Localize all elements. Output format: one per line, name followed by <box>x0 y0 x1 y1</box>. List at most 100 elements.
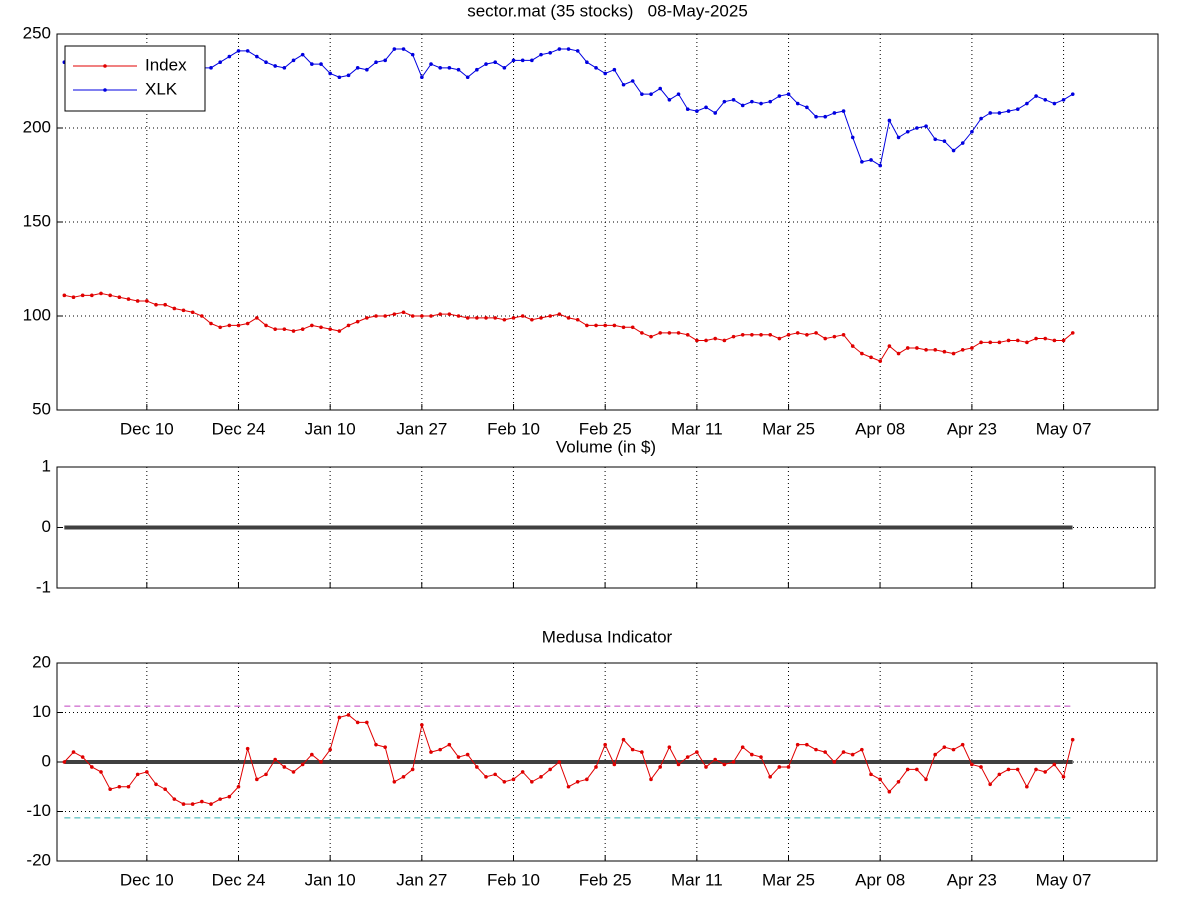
data-point <box>585 777 589 782</box>
data-point <box>310 752 314 757</box>
data-point <box>1034 767 1038 772</box>
data-point <box>832 334 837 339</box>
data-point <box>410 52 415 57</box>
y-tick-label: -20 <box>26 850 51 869</box>
data-point <box>511 777 516 782</box>
data-point <box>942 745 947 749</box>
x-tick-label: May 07 <box>1036 419 1092 438</box>
data-point <box>603 742 607 747</box>
data-point <box>594 66 598 70</box>
data-point <box>750 99 754 104</box>
data-point <box>759 101 763 106</box>
data-point <box>1052 101 1057 106</box>
data-point <box>1043 98 1048 102</box>
data-point <box>539 316 543 320</box>
data-point <box>328 327 332 331</box>
x-tick-label: Mar 11 <box>671 419 723 438</box>
data-point <box>924 777 928 782</box>
data-point <box>493 772 497 777</box>
data-point <box>704 338 708 343</box>
data-point <box>154 782 158 787</box>
data-point <box>924 124 928 128</box>
data-point <box>1006 767 1011 772</box>
data-point <box>209 66 213 70</box>
data-point <box>447 312 452 316</box>
data-point <box>979 116 983 121</box>
data-point <box>750 333 754 337</box>
data-point <box>860 351 864 356</box>
data-point <box>346 73 351 78</box>
data-point <box>236 323 241 328</box>
data-point <box>887 118 892 123</box>
data-point <box>80 755 85 759</box>
data-point <box>658 765 662 769</box>
data-point <box>355 319 360 324</box>
data-point <box>447 66 452 70</box>
chart-title: Medusa Indicator <box>542 627 673 646</box>
data-point <box>163 302 167 307</box>
data-point <box>1070 331 1075 335</box>
data-point <box>869 158 873 162</box>
data-point <box>603 323 608 328</box>
data-point <box>337 75 342 80</box>
data-point <box>887 789 892 794</box>
data-point <box>273 757 277 762</box>
data-point <box>960 141 965 145</box>
data-point <box>805 333 809 337</box>
data-point <box>80 293 85 298</box>
data-point <box>1025 340 1029 345</box>
data-point <box>768 333 773 337</box>
data-point <box>566 784 571 789</box>
data-point <box>1070 92 1075 96</box>
data-point <box>786 92 791 96</box>
data-point <box>722 99 727 104</box>
data-point <box>218 325 222 330</box>
data-point <box>740 333 745 337</box>
data-point <box>154 302 158 307</box>
data-point <box>429 314 433 318</box>
data-point <box>731 334 736 339</box>
data-point <box>273 327 277 331</box>
data-point <box>823 750 827 754</box>
data-point <box>649 777 653 782</box>
data-point <box>218 60 222 64</box>
data-point <box>823 114 828 119</box>
data-point <box>905 129 910 134</box>
x-tick-label: Mar 11 <box>671 870 723 889</box>
data-point <box>126 297 131 301</box>
data-point <box>410 767 415 772</box>
data-point <box>759 333 763 337</box>
data-point <box>392 312 397 316</box>
data-point <box>722 762 727 767</box>
data-point <box>878 163 883 168</box>
data-point <box>924 348 928 352</box>
data-point <box>1006 109 1011 113</box>
data-point <box>548 314 553 318</box>
y-tick-label: 150 <box>23 211 51 230</box>
x-tick-label: Apr 08 <box>855 870 905 889</box>
data-point <box>869 772 873 777</box>
data-point <box>649 92 653 96</box>
data-point <box>585 60 589 64</box>
data-point <box>520 58 525 63</box>
data-point <box>1052 762 1057 767</box>
data-point <box>245 321 250 326</box>
data-point <box>1061 98 1066 102</box>
data-point <box>502 66 507 70</box>
data-point <box>777 765 782 769</box>
x-tick-label: Jan 27 <box>396 870 447 889</box>
x-tick-label: Apr 23 <box>947 870 997 889</box>
data-point <box>245 49 250 53</box>
data-point <box>795 742 800 747</box>
data-point <box>319 325 323 330</box>
data-point <box>759 755 763 759</box>
data-point <box>465 316 470 320</box>
data-point <box>209 802 213 806</box>
data-point <box>640 92 644 96</box>
data-point <box>970 129 974 134</box>
data-point <box>90 293 94 298</box>
data-point <box>135 772 140 777</box>
data-point <box>493 316 497 320</box>
data-point <box>777 336 782 341</box>
y-tick-label: -1 <box>36 577 51 596</box>
